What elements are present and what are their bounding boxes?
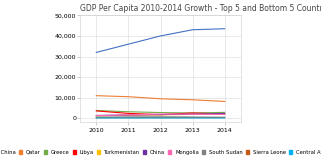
Text: GDP Per Capita 2010-2014 Growth - Top 5 and Bottom 5 Countries Line Chart: GDP Per Capita 2010-2014 Growth - Top 5 … [80, 4, 321, 13]
Legend: Macao SAR, China, Qatar, Greece, Libya, Turkmenistan, China, Mongolia, South Sud: Macao SAR, China, Qatar, Greece, Libya, … [0, 149, 321, 156]
